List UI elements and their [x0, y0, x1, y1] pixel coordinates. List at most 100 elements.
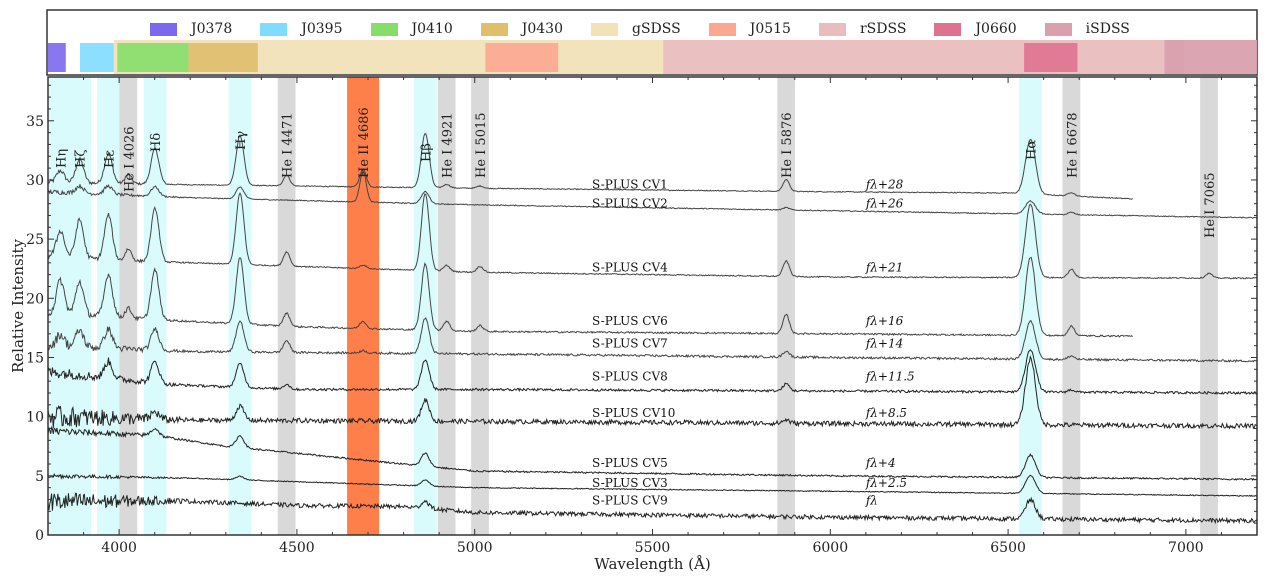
- line-label: He I 5015: [474, 112, 489, 178]
- offset-label: fλ+16: [865, 314, 904, 328]
- line-label: Hζ: [74, 150, 89, 168]
- series-label: S-PLUS CV8: [592, 369, 668, 383]
- line-label: Hγ: [234, 131, 249, 150]
- legend-label: J0515: [749, 21, 791, 37]
- line-band-Hβ: [413, 77, 437, 535]
- offset-label: fλ+8.5: [865, 406, 907, 420]
- offset-label: fλ: [865, 494, 878, 508]
- series-label: S-PLUS CV6: [592, 314, 668, 328]
- series-label: S-PLUS CV4: [592, 261, 668, 275]
- legend-swatch: [370, 22, 398, 36]
- line-label: Hα: [1024, 140, 1039, 160]
- spectrum-line-S-PLUS-CV4: [47, 192, 1258, 280]
- x-tick-label: 5000: [457, 540, 493, 556]
- line-label: He I 5876: [780, 112, 795, 178]
- legend-item-gSDSS: gSDSS: [591, 21, 681, 37]
- spectrum-line-S-PLUS-CV2: [47, 171, 1258, 219]
- series-label: S-PLUS CV5: [592, 456, 668, 470]
- filter-band-J0410: [117, 43, 189, 72]
- offset-label: fλ+11.5: [865, 369, 915, 383]
- legend-swatch: [480, 22, 508, 36]
- legend-label: J0395: [301, 21, 343, 37]
- line-band-He-I-6678: [1062, 77, 1081, 535]
- y-tick-label: 35: [26, 114, 44, 130]
- legend-swatch: [934, 22, 962, 36]
- line-label: Hβ: [419, 143, 434, 162]
- spectrum-line-S-PLUS-CV3: [47, 472, 1258, 498]
- legend-swatch: [260, 22, 288, 36]
- spectrum-line-S-PLUS-CV9: [47, 492, 1258, 525]
- filter-band-J0515: [485, 43, 559, 72]
- line-label: He II 4686: [357, 107, 372, 178]
- legend-item-J0660: J0660: [934, 21, 1017, 37]
- legend-swatch: [1044, 22, 1072, 36]
- legend-item-J0378: J0378: [150, 21, 232, 37]
- line-band-He-I-5876: [777, 77, 796, 535]
- y-tick-label: 30: [26, 173, 44, 189]
- y-axis-label: Relative Intensity: [9, 238, 27, 373]
- line-label: He I 7065: [1203, 172, 1218, 238]
- legend-swatch: [818, 22, 846, 36]
- spectrum-line-S-PLUS-CV10: [47, 355, 1258, 430]
- x-tick-label: 7000: [1168, 540, 1204, 556]
- legend-item-J0430: J0430: [480, 21, 563, 37]
- line-label: He I 6678: [1065, 112, 1080, 178]
- line-label: Hη: [54, 149, 69, 168]
- line-band-Hζ: [68, 77, 92, 535]
- line-band-He-I-7065: [1200, 77, 1218, 535]
- x-tick-label: 6000: [812, 540, 848, 556]
- series-label: S-PLUS CV3: [592, 476, 668, 490]
- legend-item-J0515: J0515: [708, 21, 791, 37]
- spectrum-line-S-PLUS-CV8: [47, 349, 1258, 395]
- y-tick-label: 25: [26, 232, 44, 248]
- spectrum-line-S-PLUS-CV6: [47, 256, 1133, 338]
- offset-label: fλ+26: [865, 197, 904, 211]
- legend-item-J0395: J0395: [260, 21, 343, 37]
- filter-legend: J0378 J0395 J0410 J0430 gSDSS J0515 rSDSS J0660…: [150, 21, 1158, 37]
- legend-item-rSDSS: rSDSS: [818, 21, 906, 37]
- spectrum-line-S-PLUS-CV5: [47, 425, 1258, 481]
- filter-band-J0430: [188, 43, 258, 72]
- line-label: He I 4921: [441, 112, 456, 178]
- legend-label: J0660: [975, 21, 1017, 37]
- spectrum-line-S-PLUS-CV1: [47, 133, 1133, 200]
- series-label: S-PLUS CV7: [592, 336, 668, 350]
- legend-swatch: [150, 22, 177, 36]
- x-tick-label: 4500: [279, 540, 315, 556]
- legend-item-J0410: J0410: [370, 21, 453, 37]
- legend-label: iSDSS: [1085, 21, 1130, 37]
- legend-swatch: [591, 22, 618, 36]
- series-label: S-PLUS CV2: [592, 197, 668, 211]
- x-tick-label: 6500: [990, 540, 1026, 556]
- y-tick-label: 5: [35, 469, 44, 485]
- x-tick-label: 4000: [101, 540, 137, 556]
- offset-label: fλ+28: [865, 178, 904, 192]
- filter-band-J0660: [1024, 43, 1078, 72]
- legend-label: gSDSS: [632, 21, 681, 37]
- offset-label: fλ+2.5: [865, 476, 907, 490]
- series-label: S-PLUS CV10: [592, 406, 675, 420]
- x-axis-label: Wavelength (Å): [594, 555, 710, 573]
- line-label: He I 4471: [281, 112, 296, 178]
- series-label: S-PLUS CV1: [592, 178, 668, 192]
- filter-band-J0395: [80, 43, 114, 72]
- line-band-Hα: [1019, 77, 1042, 535]
- offset-label: fλ+4: [865, 456, 896, 470]
- line-label: Hε: [102, 150, 117, 168]
- legend-item-iSDSS: iSDSS: [1044, 21, 1130, 37]
- x-tick-label: 5500: [635, 540, 671, 556]
- line-label: He I 4026: [122, 126, 137, 192]
- legend-swatch: [708, 22, 736, 36]
- legend-label: J0410: [411, 21, 453, 37]
- line-band-He-I-5015: [471, 77, 489, 535]
- offset-label: fλ+14: [865, 336, 903, 350]
- line-band-Hγ: [228, 77, 252, 535]
- series-label: S-PLUS CV9: [592, 494, 668, 508]
- y-tick-label: 20: [26, 291, 44, 307]
- y-tick-label: 15: [26, 350, 44, 366]
- filter-band-J0378: [48, 43, 66, 72]
- legend-label: J0430: [521, 21, 563, 37]
- filter-band-rSDSS: [663, 40, 1185, 74]
- line-band-Hε: [97, 77, 120, 535]
